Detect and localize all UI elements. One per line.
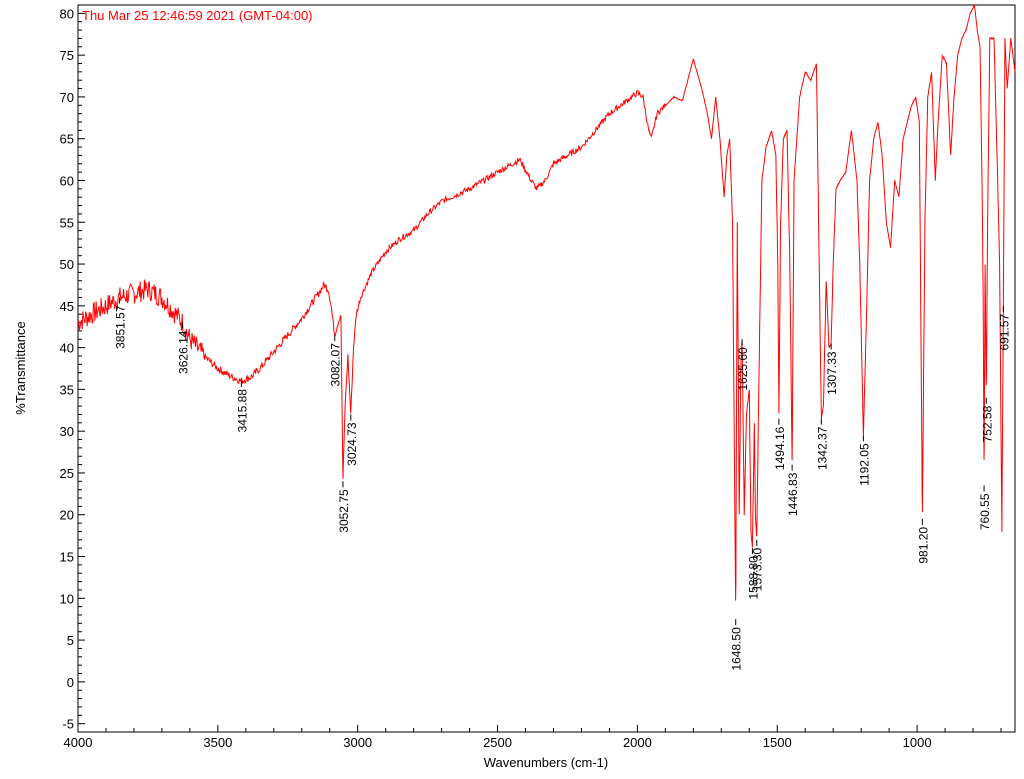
peak-label: 3052.75 (337, 489, 351, 533)
y-tick-label: 80 (60, 6, 74, 21)
y-axis: -5 0 5 10 15 20 25 30 35 40 45 50 55 60 65 70 75 80 (60, 6, 85, 732)
peak-label: 1307.33 (825, 351, 839, 395)
peak-label: 981.20 (916, 527, 930, 564)
plot-frame (77, 4, 1016, 733)
x-tick-label: 4000 (64, 735, 93, 750)
peak-label: 1342.37 (815, 426, 829, 470)
x-tick-label: 3500 (203, 735, 232, 750)
x-tick-label: 3000 (343, 735, 372, 750)
y-tick-label: 35 (60, 382, 74, 397)
peak-label: 3626.14 (177, 330, 191, 374)
y-tick-label: 20 (60, 508, 74, 523)
peak-label: 3851.57 (114, 305, 128, 349)
x-tick-label: 1500 (763, 735, 792, 750)
peak-label: 752.58 (980, 405, 994, 442)
peak-label: 3082.07 (329, 343, 343, 387)
y-tick-label: 55 (60, 215, 74, 230)
x-tick-label: 1000 (903, 735, 932, 750)
y-tick-label: 70 (60, 90, 74, 105)
y-tick-label: 0 (67, 675, 74, 690)
peak-label: 3415.88 (235, 389, 249, 433)
peak-label: 691.57 (997, 314, 1011, 351)
peak-label: 3024.73 (345, 422, 359, 466)
peak-labels: 3851.57 3626.14 3415.88 3082.07 3052.75 3024.… (114, 297, 1011, 671)
x-axis-title: Wavenumbers (cm-1) (484, 755, 608, 770)
peak-label: 1192.05 (857, 443, 871, 486)
peak-label: 1494.16 (773, 426, 787, 470)
y-tick-label: 50 (60, 257, 74, 272)
spectrum-line (77, 4, 1016, 601)
y-tick-label: 65 (60, 132, 74, 147)
peak-label: 1648.50 (730, 627, 744, 671)
y-tick-label: 45 (60, 299, 74, 314)
y-tick-label: 40 (60, 341, 74, 356)
y-tick-label: 25 (60, 466, 74, 481)
y-tick-label: 15 (60, 550, 74, 565)
x-axis: 4000 3500 3000 2500 2000 1500 1000 (64, 725, 1002, 750)
y-tick-label: 5 (67, 633, 74, 648)
x-tick-label: 2000 (623, 735, 652, 750)
timestamp-label: Thu Mar 25 12:46:59 2021 (GMT-04:00) (82, 8, 313, 23)
y-tick-label: 10 (60, 591, 74, 606)
y-axis-title: %Transmittance (13, 321, 28, 414)
peak-label: 1573.30 (751, 547, 765, 591)
y-tick-label: -5 (62, 717, 74, 732)
y-tick-label: 75 (60, 48, 74, 63)
y-tick-label: 30 (60, 424, 74, 439)
y-tick-label: 60 (60, 173, 74, 188)
peak-label: 1588.80 (746, 556, 760, 600)
peak-label: 1625.60 (736, 347, 750, 391)
peak-label: 760.55 (978, 493, 992, 530)
peak-label: 1446.83 (786, 472, 800, 516)
x-tick-label: 2500 (483, 735, 512, 750)
